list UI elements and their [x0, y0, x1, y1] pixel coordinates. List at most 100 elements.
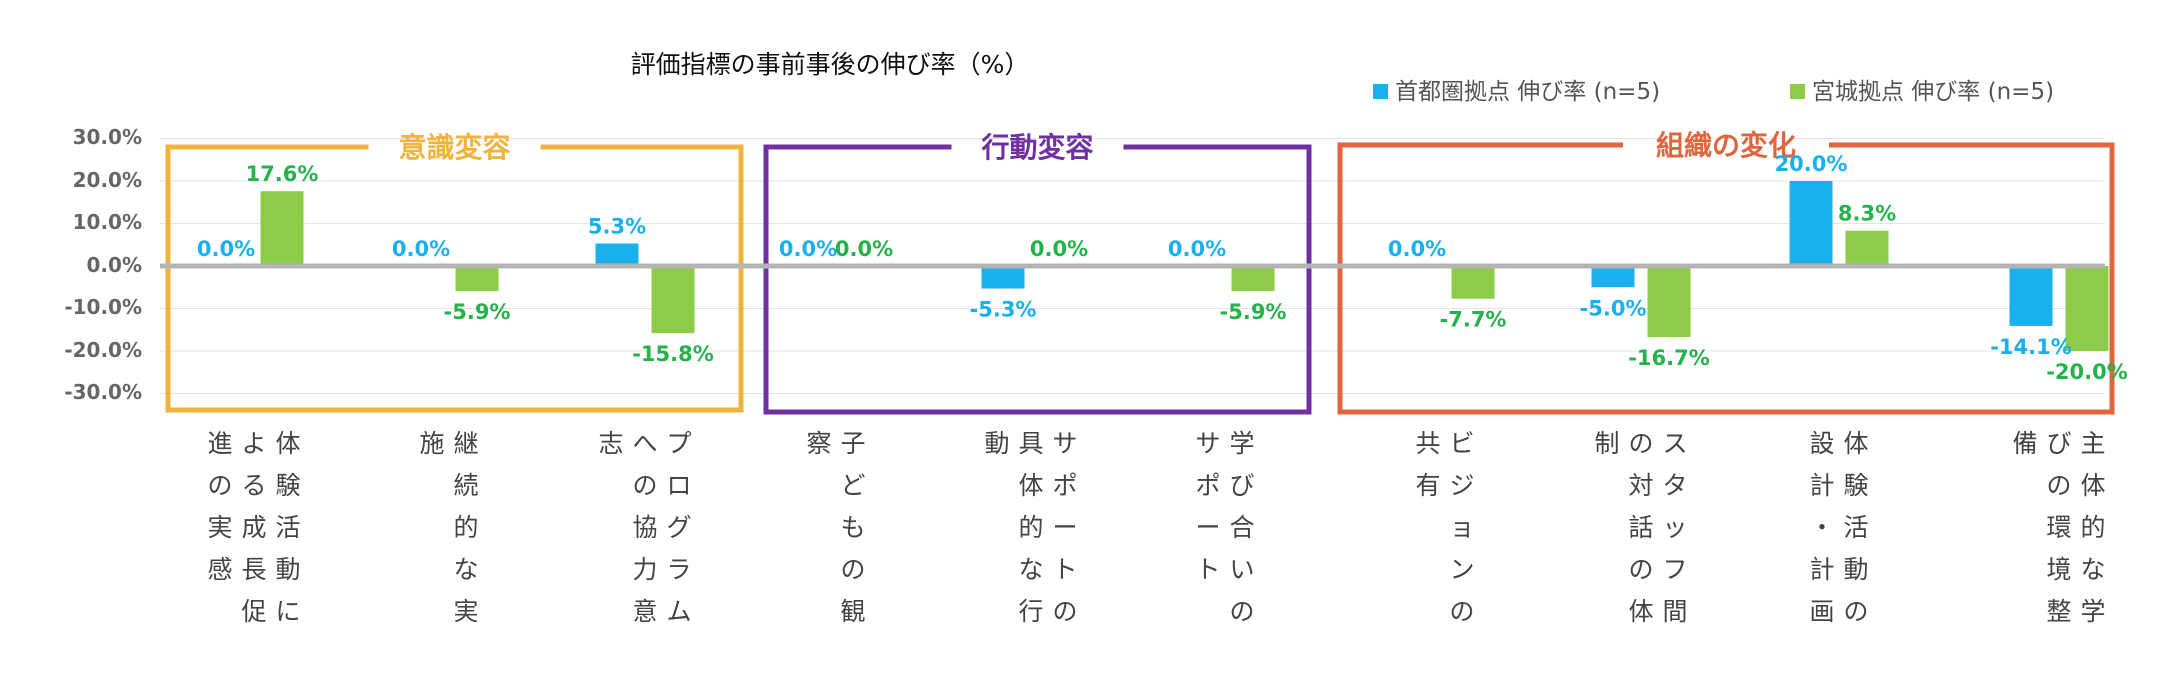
category-char: ン [1449, 555, 1474, 584]
category-char: の [207, 471, 232, 500]
category-char: の [840, 555, 865, 584]
data-label: 17.6% [246, 162, 319, 186]
bar [455, 266, 499, 292]
category-char: び [1229, 471, 1254, 500]
legend-label-miyagi: 宮城拠点 伸び率 (n=5) [1812, 79, 2054, 105]
category-char: ー [1195, 513, 1220, 542]
category-char: よ [241, 429, 266, 458]
category-char: 主 [2080, 429, 2105, 458]
data-label: -5.0% [1580, 296, 1647, 320]
category-char: の [1229, 597, 1254, 626]
legend-swatch-miyagi [1790, 84, 1805, 99]
category-char: ポ [1195, 471, 1220, 500]
category-char: ど [840, 471, 865, 500]
category-char: 継 [453, 429, 478, 458]
y-tick-label: -20.0% [64, 338, 142, 362]
data-label: 8.3% [1838, 202, 1896, 226]
category-char: 合 [1229, 513, 1254, 542]
legend-swatch-tokyo [1373, 84, 1388, 99]
category-char: 整 [2046, 597, 2071, 626]
category-char: 計 [1809, 471, 1834, 500]
category-char: 対 [1628, 471, 1653, 500]
bar [1789, 181, 1833, 266]
data-label: 0.0% [1030, 237, 1088, 261]
category-char: 体 [1018, 471, 1043, 500]
category-char: の [2046, 471, 2071, 500]
category-char: 長 [241, 555, 266, 584]
category-char: 的 [1018, 513, 1043, 542]
category-char: 体 [275, 429, 300, 458]
bar [1231, 266, 1275, 292]
category-char: の [1052, 597, 1077, 626]
category-char: 話 [1628, 513, 1653, 542]
bar [1647, 266, 1691, 337]
data-label: 5.3% [588, 214, 646, 238]
category-char: ョ [1449, 513, 1474, 542]
data-label: -14.1% [1990, 335, 2072, 359]
category-char: 体 [2080, 471, 2105, 500]
bar [595, 243, 639, 266]
category-char: プ [666, 429, 691, 458]
category-char: の [1449, 597, 1474, 626]
category-char: の [1843, 597, 1868, 626]
category-char: 施 [419, 429, 444, 458]
category-char: へ [632, 429, 657, 458]
category-char: ト [1052, 555, 1077, 584]
bar [981, 266, 1025, 289]
category-char: ム [666, 597, 691, 626]
gridlines [160, 138, 2105, 394]
category-char: ポ [1052, 471, 1077, 500]
category-char: 制 [1594, 429, 1619, 458]
category-char: 体 [1628, 597, 1653, 626]
category-char: 活 [275, 513, 300, 542]
category-char: 意 [632, 597, 657, 626]
legend: 首都圏拠点 伸び率 (n=5) 宮城拠点 伸び率 (n=5) [1373, 79, 2054, 105]
category-char: タ [1662, 471, 1687, 500]
category-char: 子 [840, 429, 865, 458]
category-char: ト [1195, 555, 1220, 584]
category-char: も [840, 513, 865, 542]
data-label: -7.7% [1440, 308, 1507, 332]
category-char: 環 [2046, 513, 2071, 542]
group-label: 組織の変化 [1656, 129, 1796, 162]
bar [1451, 266, 1495, 299]
category-char: サ [1052, 429, 1077, 458]
data-label: 0.0% [197, 237, 255, 261]
category-char: 計 [1809, 555, 1834, 584]
category-char: ッ [1662, 513, 1687, 542]
category-char: 感 [207, 555, 232, 584]
bar [651, 266, 695, 334]
category-char: 的 [2080, 513, 2105, 542]
legend-label-tokyo: 首都圏拠点 伸び率 (n=5) [1395, 79, 1660, 105]
category-char: 的 [453, 513, 478, 542]
category-char: な [2080, 555, 2105, 584]
category-char: 実 [453, 597, 478, 626]
category-char: 具 [1018, 429, 1043, 458]
category-char: フ [1662, 555, 1687, 584]
category-char: 動 [1843, 555, 1868, 584]
category-char: の [632, 471, 657, 500]
group-frame [763, 144, 1312, 415]
category-char: 備 [2012, 429, 2037, 458]
category-char: 学 [2080, 597, 2105, 626]
category-char: 成 [241, 513, 266, 542]
group-label: 行動変容 [980, 131, 1093, 164]
group-frame [165, 144, 744, 413]
category-char: 験 [1843, 471, 1868, 500]
category-char: ・ [1809, 513, 1834, 542]
y-tick-label: -10.0% [64, 295, 142, 319]
bar [1591, 266, 1635, 288]
category-char: ジ [1449, 471, 1474, 500]
y-tick-label: -30.0% [64, 380, 142, 404]
category-char: 活 [1843, 513, 1868, 542]
y-tick-label: 10.0% [73, 210, 142, 234]
group-label: 意識変容 [398, 131, 510, 164]
bar [1845, 230, 1889, 266]
category-char: 実 [207, 513, 232, 542]
category-char: の [1628, 429, 1653, 458]
category-char: 有 [1415, 471, 1440, 500]
category-char: の [1628, 555, 1653, 584]
bars [260, 181, 2109, 351]
category-char: ビ [1449, 429, 1474, 458]
